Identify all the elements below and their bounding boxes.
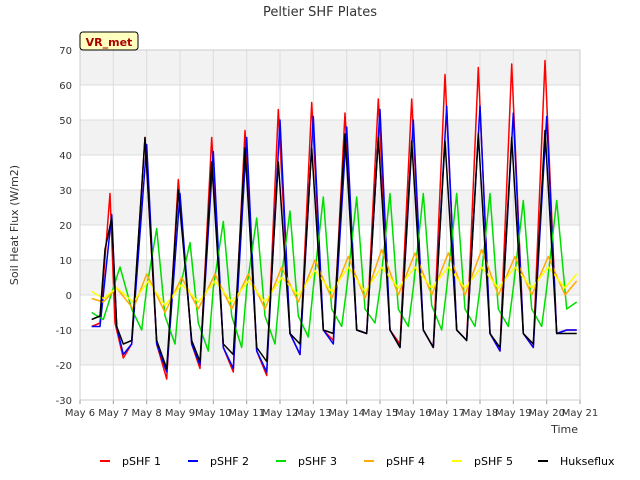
x-tick-label: May 9 [165, 408, 195, 419]
legend: pSHF 1 pSHF 2 pSHF 3 pSHF 4 pSHF 5 Hukseflux [100, 455, 615, 468]
series-line-pshf-5 [91, 266, 578, 307]
x-tick-label: May 6 [65, 408, 95, 419]
y-tick-label: 20 [59, 221, 72, 232]
series-line-pshf-4 [91, 248, 578, 314]
y-tick-label: 10 [59, 256, 72, 267]
legend-item: pSHF 5 [452, 455, 513, 468]
legend-item: pSHF 2 [188, 455, 249, 468]
series-line-pshf-3 [91, 192, 578, 352]
y-tick-label: 30 [59, 186, 72, 197]
legend-item: pSHF 1 [100, 455, 161, 468]
plot-band [80, 50, 580, 85]
y-tick-label: -10 [56, 326, 72, 337]
x-tick-label: May 21 [562, 408, 599, 419]
x-axis-label: Time [550, 423, 578, 436]
y-tick-label: 70 [59, 46, 72, 57]
x-tick-label: May 11 [228, 408, 265, 419]
chart-title: Peltier SHF Plates [263, 5, 377, 20]
annotation-label: VR_met [86, 36, 133, 49]
plot-band [80, 330, 580, 365]
x-tick-label: May 13 [295, 408, 332, 419]
x-tick-label: May 10 [195, 408, 232, 419]
legend-item: pSHF 4 [364, 455, 425, 468]
x-tick-label: May 7 [98, 408, 128, 419]
y-axis-ticks: -30 -20 -10 0 10 20 30 40 50 60 70 [56, 46, 72, 407]
y-tick-label: 0 [66, 291, 72, 302]
annotation-box: VR_met [79, 31, 139, 51]
legend-label: Hukseflux [560, 455, 615, 468]
x-tick-label: May 19 [495, 408, 532, 419]
y-tick-label: -30 [56, 396, 72, 407]
x-tick-label: May 12 [262, 408, 299, 419]
plot-band [80, 190, 580, 225]
y-tick-label: 60 [59, 81, 72, 92]
x-tick-label: May 14 [328, 408, 365, 419]
x-tick-label: May 17 [428, 408, 465, 419]
legend-item: pSHF 3 [276, 455, 337, 468]
legend-label: pSHF 4 [386, 455, 425, 468]
legend-label: pSHF 2 [210, 455, 249, 468]
series-line-hukseflux [91, 129, 577, 370]
plot-band [80, 120, 580, 155]
x-tick-label: May 16 [395, 408, 432, 419]
series-line-pshf-2 [91, 105, 577, 373]
legend-label: pSHF 5 [474, 455, 513, 468]
series-lines [91, 59, 578, 380]
legend-item: Hukseflux [538, 455, 615, 468]
y-tick-label: -20 [56, 361, 72, 372]
annotation-rect [79, 31, 139, 51]
x-tick-label: May 18 [462, 408, 499, 419]
y-axis-label: Soil Heat Flux (W/m2) [8, 165, 21, 285]
y-tick-label: 40 [59, 151, 72, 162]
x-tick-label: May 15 [362, 408, 399, 419]
legend-label: pSHF 3 [298, 455, 337, 468]
legend-label: pSHF 1 [122, 455, 161, 468]
y-tick-label: 50 [59, 116, 72, 127]
x-tick-label: May 20 [528, 408, 565, 419]
x-tick-label: May 8 [132, 408, 162, 419]
plot-frame [79, 49, 581, 401]
